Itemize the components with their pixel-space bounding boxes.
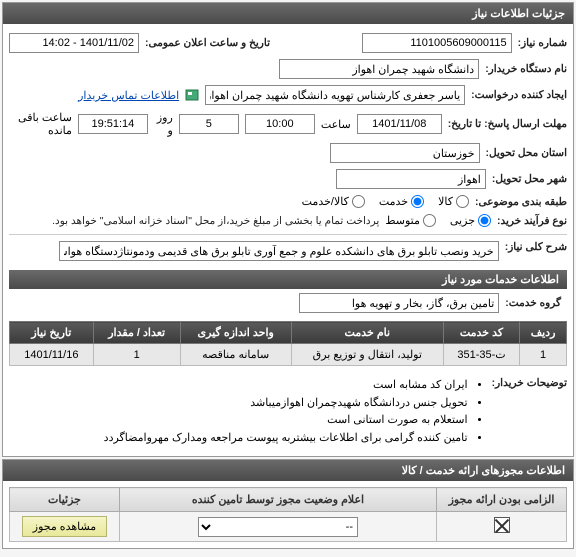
radio-kala-khadamat[interactable]: کالا/خدمت [302,195,365,208]
note-item: استعلام به صورت استانی است [104,412,468,430]
auth-th-mandatory: الزامی بودن ارائه مجوز [437,488,567,512]
cell-qty: 1 [93,344,180,366]
cell-code: ت-35-351 [443,344,519,366]
auth-th-status: اعلام وضعیت مجوز توسط تامین کننده [120,488,437,512]
cell-unit: سامانه مناقصه [180,344,291,366]
need-no-input[interactable] [362,33,512,53]
contact-icon [185,88,199,102]
cell-date: 1401/11/16 [10,344,94,366]
radio-kala-input[interactable] [456,195,469,208]
view-auth-button[interactable]: مشاهده مجوز [22,516,107,537]
city-label: شهر محل تحویل: [492,173,567,185]
requester-label: ایجاد کننده درخواست: [471,89,567,101]
purchase-note: پرداخت تمام یا بخشی از مبلغ خرید،از محل … [52,215,379,227]
province-input[interactable] [330,143,480,163]
deadline-label: مهلت ارسال پاسخ: تا تاریخ: [448,118,567,130]
service-group-label: گروه خدمت: [505,297,561,309]
buyer-label: نام دستگاه خریدار: [485,63,567,75]
requester-input[interactable] [205,85,465,105]
province-label: استان محل تحویل: [486,147,567,159]
th-name: نام خدمت [291,322,443,344]
cell-name: تولید، انتقال و توزیع برق [291,344,443,366]
th-row: ردیف [520,322,567,344]
services-table: ردیف کد خدمت نام خدمت واحد اندازه گیری ت… [9,321,567,366]
mandatory-checkbox[interactable] [494,517,510,533]
th-unit: واحد اندازه گیری [180,322,291,344]
auth-status-cell: -- [120,512,437,542]
buyer-notes-list: ایران کد مشابه است تحویل جنس دردانشگاه ش… [104,377,486,447]
auth-th-details: جزئیات [10,488,120,512]
radio-khadamat[interactable]: خدمت [379,195,424,208]
auth-table: الزامی بودن ارائه مجوز اعلام وضعیت مجوز … [9,487,567,542]
radio-kala-khadamat-input[interactable] [352,195,365,208]
status-select[interactable]: -- [198,517,358,537]
radio-jozi-input[interactable] [478,214,491,227]
deadline-hour-input[interactable] [245,114,315,134]
hour-label: ساعت [321,118,351,131]
panel-title: جزئیات اطلاعات نیاز [3,3,573,24]
note-item: تامین کننده گرامی برای اطلاعات بیشتربه پ… [104,430,468,448]
subj-class-radios: کالا خدمت کالا/خدمت [302,195,469,208]
auth-panel-title: اطلاعات مجوزهای ارائه خدمت / کالا [3,460,573,481]
th-code: کد خدمت [443,322,519,344]
table-row[interactable]: 1 ت-35-351 تولید، انتقال و توزیع برق سام… [10,344,567,366]
note-item: ایران کد مشابه است [104,377,468,395]
auth-details-cell: مشاهده مجوز [10,512,120,542]
purchase-type-radios: جزیی متوسط [385,214,491,227]
subj-class-label: طبقه بندی موضوعی: [475,196,567,208]
th-date: تاریخ نیاز [10,322,94,344]
deadline-date-input[interactable] [357,114,442,134]
need-details-panel: جزئیات اطلاعات نیاز شماره نیاز: تاریخ و … [2,2,574,457]
radio-jozi[interactable]: جزیی [450,214,491,227]
table-header-row: ردیف کد خدمت نام خدمت واحد اندازه گیری ت… [10,322,567,344]
time-left-label: ساعت باقی مانده [9,111,72,137]
services-sub-header: اطلاعات خدمات مورد نیاز [9,270,567,289]
buyer-notes-label: توضیحات خریدار: [492,377,567,389]
desc-label: شرح کلی نیاز: [505,241,567,253]
need-no-label: شماره نیاز: [518,37,567,49]
note-item: تحویل جنس دردانشگاه شهیدچمران اهوازمیباش… [104,395,468,413]
time-left-input[interactable] [78,114,148,134]
auth-mandatory-cell [437,512,567,542]
auth-panel: اطلاعات مجوزهای ارائه خدمت / کالا الزامی… [2,459,574,549]
panel-body: شماره نیاز: تاریخ و ساعت اعلان عمومی: نا… [3,24,573,456]
cell-row: 1 [520,344,567,366]
radio-kala[interactable]: کالا [438,195,469,208]
day-num-input[interactable] [179,114,239,134]
ann-dt-input[interactable] [9,33,139,53]
th-qty: تعداد / مقدار [93,322,180,344]
day-and-label: روز و [154,111,173,137]
contact-link[interactable]: اطلاعات تماس خریدار [78,89,179,102]
desc-input[interactable] [59,241,499,261]
radio-motavaset[interactable]: متوسط [385,214,436,227]
buyer-input[interactable] [279,59,479,79]
auth-row: -- مشاهده مجوز [10,512,567,542]
city-input[interactable] [336,169,486,189]
radio-khadamat-input[interactable] [411,195,424,208]
ann-dt-label: تاریخ و ساعت اعلان عمومی: [145,37,270,49]
auth-header-row: الزامی بودن ارائه مجوز اعلام وضعیت مجوز … [10,488,567,512]
radio-motavaset-input[interactable] [423,214,436,227]
purchase-type-label: نوع فرآیند خرید: [497,215,567,227]
service-group-input[interactable] [299,293,499,313]
